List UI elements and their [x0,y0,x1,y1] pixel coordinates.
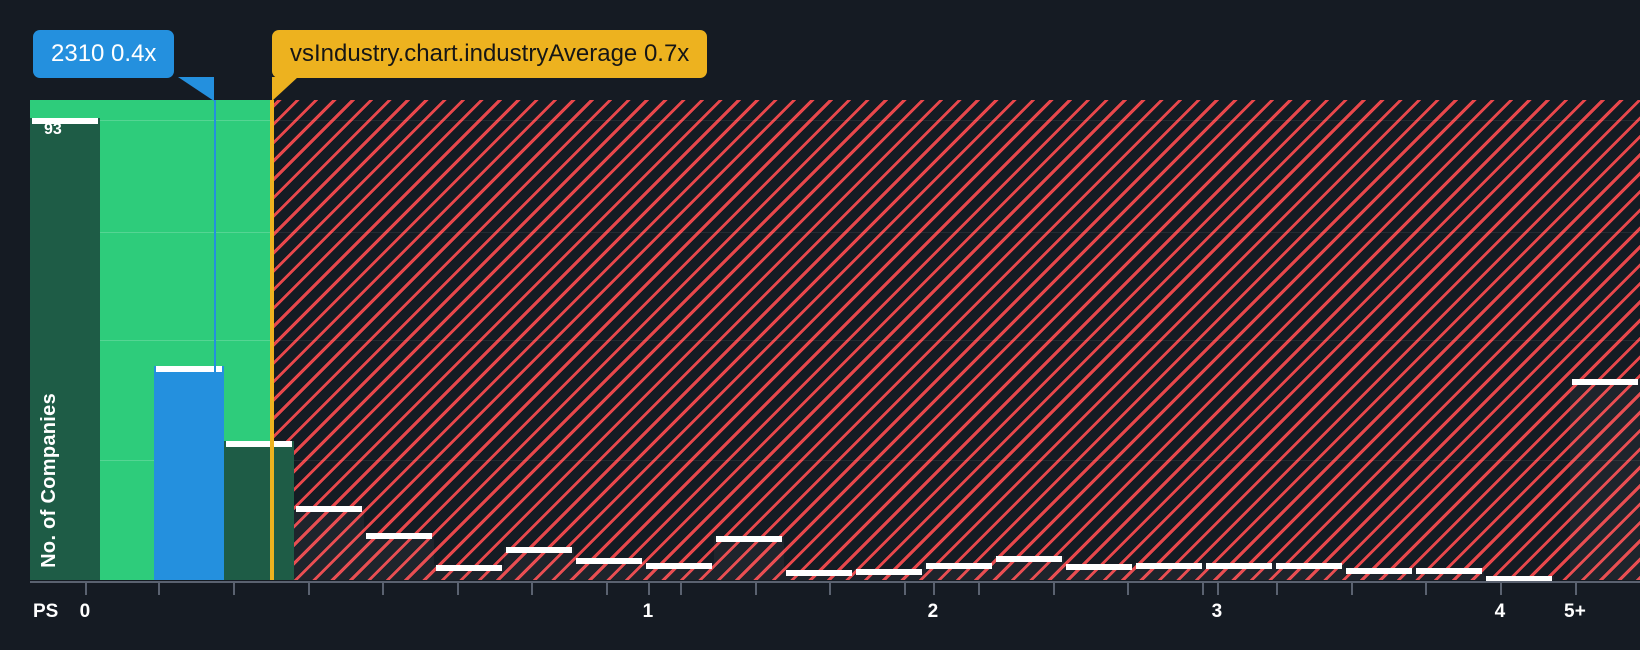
company-marker-line [214,100,216,580]
x-axis-tick [1425,583,1427,595]
x-axis-tick [1276,583,1278,595]
x-axis-tick [1202,583,1204,595]
bar-cap [296,506,362,512]
bar[interactable] [994,556,1064,580]
bar-cap [1066,564,1132,570]
company-value-text: 2310 0.4x [51,40,157,67]
company-value-callout[interactable]: 2310 0.4x [33,30,175,78]
x-axis-tick-label: 4 [1494,601,1506,622]
x-axis-tick [1127,583,1129,595]
x-axis-tick [308,583,310,595]
bar-cap [1486,576,1552,582]
bar[interactable] [1344,568,1414,580]
y-axis-title: No. of Companies [38,393,60,568]
x-axis-tick [933,583,935,595]
bar[interactable] [154,366,224,580]
bar-body [1570,379,1640,580]
bar[interactable] [644,563,714,580]
x-axis-tick [382,583,384,595]
x-axis-tick [158,583,160,595]
bar[interactable] [504,547,574,580]
industry-average-text: vsIndustry.chart.industryAverage 0.7x [290,40,690,67]
x-axis-tick [1217,583,1219,595]
bar[interactable] [784,570,854,580]
x-axis-tick [680,583,682,595]
bar[interactable] [364,533,434,580]
bar-cap [156,366,222,372]
x-axis-tick [606,583,608,595]
industry-average-marker-line [270,100,274,580]
x-axis-tick [978,583,980,595]
x-axis-name: PS [33,601,59,622]
bar[interactable] [294,506,364,580]
y-axis-max-value: 93 [44,121,62,138]
bar-cap [716,536,782,542]
bar-cap [926,563,992,569]
overvalued-region [272,100,1640,580]
bar[interactable] [224,441,294,580]
bar-cap [1416,568,1482,574]
x-axis-line [30,581,1640,583]
bar[interactable] [1064,564,1134,580]
bar[interactable] [434,565,504,580]
x-axis-tick [829,583,831,595]
bar[interactable] [1570,379,1640,580]
bar-cap [1206,563,1272,569]
bar[interactable] [574,558,644,580]
bar-body [294,506,364,580]
x-axis-tick [457,583,459,595]
x-axis-tick-label: 5+ [1563,601,1587,622]
industry-average-callout[interactable]: vsIndustry.chart.industryAverage 0.7x [272,30,708,78]
bar-cap [32,118,98,124]
x-axis-tick [648,583,650,595]
bar-cap [856,569,922,575]
bar-cap [1276,563,1342,569]
bar[interactable] [1134,563,1204,580]
bar[interactable] [1484,576,1554,582]
bar[interactable] [1414,568,1484,580]
bar-cap [506,547,572,553]
bar-cap [996,556,1062,562]
x-axis-tick [1053,583,1055,595]
x-axis-tick-label: 1 [642,601,654,622]
x-axis-tick [1575,583,1577,595]
bar[interactable] [30,118,100,580]
x-axis-tick [531,583,533,595]
bar-body [364,533,434,580]
x-axis-tick [85,583,87,595]
x-axis-tick [904,583,906,595]
bar[interactable] [1274,563,1344,580]
bar-cap [436,565,502,571]
bar-cap [1136,563,1202,569]
x-axis-tick [233,583,235,595]
bar[interactable] [924,563,994,580]
bar-cap [786,570,852,576]
x-axis-tick [1351,583,1353,595]
company-callout-tail [178,77,214,101]
bar-cap [1572,379,1638,385]
bar-cap [226,441,292,447]
x-axis-tick-label: 2 [927,601,939,622]
bar-cap [646,563,712,569]
bar[interactable] [1204,563,1274,580]
bar-body [154,366,224,580]
x-axis-tick-label: 3 [1211,601,1223,622]
bar-body [30,118,100,580]
x-axis-tick [755,583,757,595]
x-axis-tick-label: 0 [79,601,91,622]
bar-body [714,536,784,580]
bar[interactable] [854,569,924,580]
bar-cap [366,533,432,539]
bar-cap [1346,568,1412,574]
bar-cap [576,558,642,564]
x-axis-tick [1500,583,1502,595]
industry-callout-tail [272,77,298,101]
bar[interactable] [714,536,784,580]
bar-body [224,441,294,580]
